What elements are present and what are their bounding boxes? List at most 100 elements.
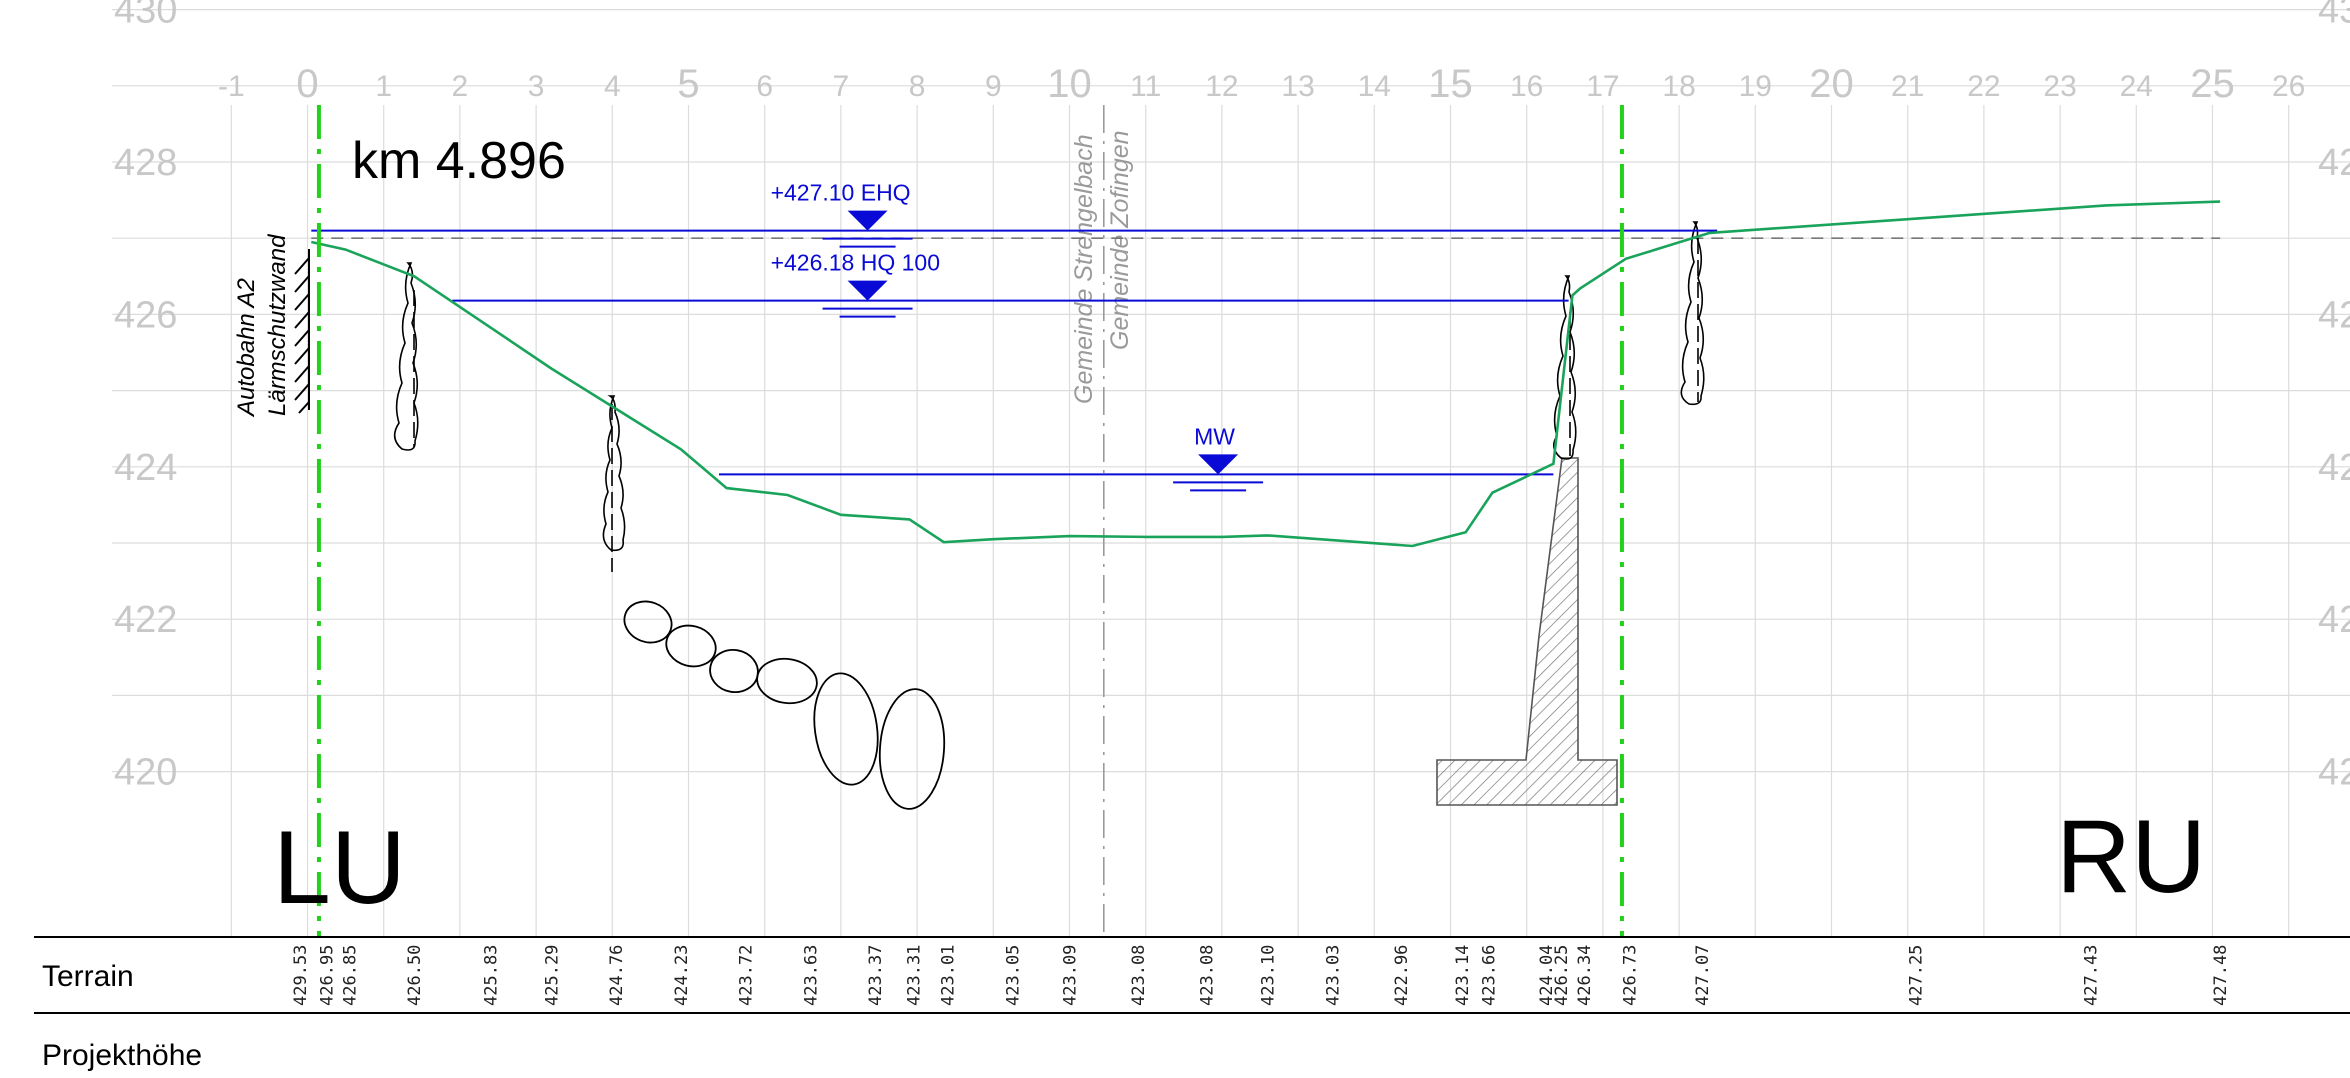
grid xyxy=(112,8,2350,937)
municipality-right-label: Gemeinde Zofingen xyxy=(1106,130,1134,350)
x-tick-label: 7 xyxy=(833,70,850,103)
terrain-value: 424.23 xyxy=(672,945,692,1006)
x-tick-label: -1 xyxy=(218,70,245,103)
left-bank-label: LU xyxy=(273,810,406,926)
terrain-value: 425.29 xyxy=(542,945,562,1006)
terrain-value: 423.05 xyxy=(1003,945,1023,1006)
noise-barrier-label-line1: Autobahn A2 xyxy=(233,278,260,418)
terrain-value: 427.07 xyxy=(1693,945,1713,1006)
x-tick-label: 5 xyxy=(677,62,699,106)
terrain-value: 423.31 xyxy=(904,945,924,1006)
x-tick-label: 15 xyxy=(1428,62,1473,106)
terrain-value: 429.53 xyxy=(291,945,311,1006)
y-tick-label-right: 42 xyxy=(2318,142,2350,184)
project-band-label: Projekthöhe xyxy=(42,1039,202,1072)
y-tick-label-right: 42 xyxy=(2318,599,2350,641)
terrain-value: 427.43 xyxy=(2082,945,2102,1006)
y-tick-label-right: 43 xyxy=(2318,0,2350,32)
y-tick-label: 420 xyxy=(114,752,177,794)
x-tick-label: 11 xyxy=(1130,70,1161,103)
terrain-band: Terrain 429.53 426.95 426.85 426.50 425.83 42… xyxy=(34,936,2350,1014)
x-tick-label: 21 xyxy=(1891,70,1924,103)
water-level-label: MW xyxy=(1194,423,1235,449)
x-tick-label: 23 xyxy=(2043,70,2076,103)
x-tick-label: 19 xyxy=(1739,70,1772,103)
terrain-value: 427.25 xyxy=(1906,945,1926,1006)
project-band: Projekthöhe xyxy=(42,1039,202,1072)
terrain-value: 426.73 xyxy=(1621,945,1641,1006)
noise-barrier xyxy=(294,249,310,414)
water-level-triangle-icon xyxy=(1198,454,1239,475)
x-tick-label: 22 xyxy=(1967,70,2000,103)
terrain-value: 423.14 xyxy=(1453,945,1473,1006)
water-levels: +427.10 EHQ +426.18 HQ 100 MW xyxy=(311,180,1718,492)
water-level-triangle-icon xyxy=(847,280,888,301)
tree-middle xyxy=(602,395,626,572)
terrain-value: 423.66 xyxy=(1480,945,1500,1006)
x-tick-label: 16 xyxy=(1510,70,1543,103)
riprap-boulders xyxy=(623,600,946,810)
terrain-value: 426.85 xyxy=(340,945,360,1006)
x-axis-ticks: -1 0 1 2 3 4 5 6 7 8 9 10 11 12 13 14 15 16 17 18 19 20 21 22 23… xyxy=(218,62,2305,106)
right-bank-label: RU xyxy=(2056,799,2206,915)
terrain-band-label: Terrain xyxy=(42,960,134,993)
x-tick-label: 18 xyxy=(1662,70,1695,103)
terrain-value: 427.48 xyxy=(2211,945,2231,1006)
terrain-value: 423.08 xyxy=(1198,945,1218,1006)
terrain-value: 423.03 xyxy=(1323,945,1343,1006)
tree-right-2 xyxy=(1680,221,1705,406)
y-tick-label: 422 xyxy=(114,599,177,641)
x-tick-label: 20 xyxy=(1809,62,1854,106)
terrain-value: 423.63 xyxy=(801,945,821,1006)
x-tick-label: 24 xyxy=(2120,70,2153,103)
terrain-value: 423.10 xyxy=(1259,945,1279,1006)
water-level-label: +426.18 HQ 100 xyxy=(771,250,940,276)
tree-right-1 xyxy=(1553,275,1577,460)
terrain-value: 423.09 xyxy=(1061,945,1081,1006)
terrain-value: 423.08 xyxy=(1129,945,1149,1006)
terrain-value: 426.25 xyxy=(1552,945,1572,1006)
y-tick-label-right: 42 xyxy=(2318,752,2350,794)
water-level-triangle-icon xyxy=(847,210,888,231)
x-tick-label: 25 xyxy=(2190,62,2235,106)
terrain-value: 424.76 xyxy=(607,945,627,1006)
x-tick-label: 1 xyxy=(375,70,392,103)
x-tick-label: 10 xyxy=(1047,62,1092,106)
axis-markers xyxy=(316,105,1624,937)
noise-barrier-label-line2: Lärmschutzwand xyxy=(264,234,291,416)
x-tick-label: 26 xyxy=(2272,70,2305,103)
retaining-wall xyxy=(1436,457,1618,806)
km-label: km 4.896 xyxy=(352,132,566,190)
municipality-border: Gemeinde Strengelbach Gemeinde Zofingen xyxy=(1070,105,1134,937)
terrain-value: 425.83 xyxy=(481,945,501,1006)
x-tick-label: 4 xyxy=(604,70,621,103)
y-tick-label: 428 xyxy=(114,142,177,184)
x-tick-label: 3 xyxy=(528,70,545,103)
x-tick-label: 8 xyxy=(909,70,926,103)
x-tick-label: 12 xyxy=(1205,70,1238,103)
terrain-value: 423.37 xyxy=(866,945,886,1006)
x-tick-label: 0 xyxy=(296,62,318,106)
terrain-value: 423.72 xyxy=(737,945,757,1006)
x-tick-label: 2 xyxy=(452,70,469,103)
water-level-label: +427.10 EHQ xyxy=(771,180,911,206)
terrain-values: 429.53 426.95 426.85 426.50 425.83 425.29 424.… xyxy=(291,945,2231,1006)
terrain-value: 426.34 xyxy=(1575,945,1595,1006)
x-tick-label: 6 xyxy=(756,70,773,103)
x-tick-label: 17 xyxy=(1586,70,1619,103)
y-tick-label: 424 xyxy=(114,447,177,489)
municipality-left-label: Gemeinde Strengelbach xyxy=(1070,134,1098,404)
terrain-line xyxy=(311,200,2221,548)
terrain-value: 426.50 xyxy=(405,945,425,1006)
terrain-value: 423.01 xyxy=(939,945,959,1006)
x-tick-label: 14 xyxy=(1358,70,1391,103)
terrain-value: 426.95 xyxy=(318,945,338,1006)
x-tick-label: 9 xyxy=(985,70,1002,103)
tree-left xyxy=(393,262,419,451)
y-tick-label-right: 42 xyxy=(2318,447,2350,489)
x-tick-label: 13 xyxy=(1281,70,1314,103)
terrain-value: 422.96 xyxy=(1392,945,1412,1006)
y-tick-label-right: 42 xyxy=(2318,294,2350,336)
